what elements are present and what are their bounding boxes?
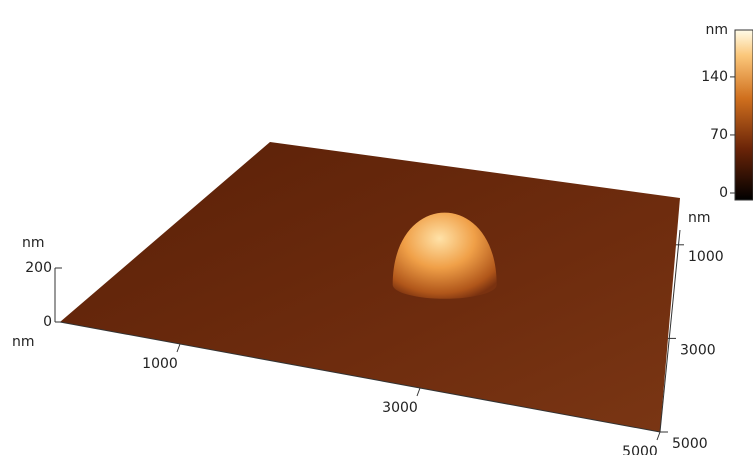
x-tick: [176, 343, 181, 353]
colorbar: [734, 29, 753, 201]
y-axis-label: nm: [688, 210, 711, 226]
x-tick-label: 1000: [142, 356, 178, 372]
dome: [392, 212, 497, 299]
y-tick-label: 3000: [680, 342, 716, 358]
x-axis-label: nm: [12, 334, 35, 350]
colorbar-tick-label: 140: [701, 69, 728, 85]
colorbar-tick-label: 70: [710, 127, 728, 143]
x-axis-line: [59, 321, 661, 433]
x-tick: [416, 387, 421, 397]
x-tick-label: 3000: [382, 400, 418, 416]
z-tick-label: 0: [43, 314, 52, 330]
x-tick: [656, 431, 661, 441]
colorbar-tick-label: 0: [719, 185, 728, 201]
colorbar-label: nm: [705, 22, 728, 38]
x-tick-label: 5000: [622, 444, 658, 455]
z-axis-label: nm: [22, 235, 45, 251]
y-axis-line: [659, 229, 681, 433]
surface: [60, 142, 680, 432]
z-tick-label: 200: [25, 260, 52, 276]
y-tick-label: 5000: [672, 436, 708, 452]
y-tick-label: 1000: [688, 249, 724, 265]
